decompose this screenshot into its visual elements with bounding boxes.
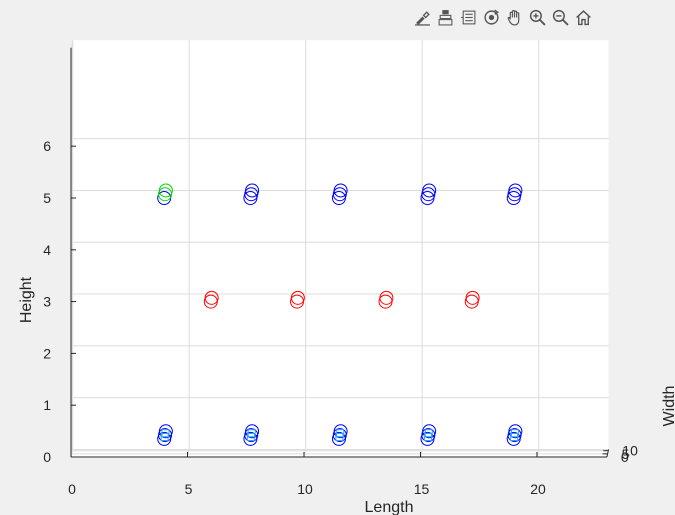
x-tick-label: 5 (185, 481, 193, 497)
y-axis-line (606, 449, 610, 458)
floor-plane (71, 449, 609, 457)
y-axis-label: Width (661, 386, 675, 427)
data-point-circle (245, 183, 260, 198)
brush-icon (415, 10, 430, 26)
y-tick-label: 0 (621, 449, 629, 465)
back-wall (72, 40, 609, 450)
y-tick-label: 10 (622, 443, 638, 459)
z-tick-label: 6 (43, 138, 51, 154)
z-tick-label: 5 (43, 190, 51, 206)
z-axis-label: Height (18, 276, 35, 323)
rotate-3d-button[interactable] (481, 7, 502, 28)
y-tick-label: 5 (622, 446, 630, 462)
x-grid-line (187, 40, 190, 458)
x-tick-label: 15 (414, 481, 430, 497)
data-point-circle (245, 424, 260, 439)
data-point-square (161, 429, 170, 438)
y-grid-line (71, 41, 609, 452)
data-point-circle (158, 424, 173, 439)
y-grid-line (71, 44, 608, 455)
brush-button[interactable] (412, 7, 433, 28)
data-point-circle (422, 424, 437, 439)
axes-background (71, 40, 609, 457)
data-point-circle (465, 290, 480, 305)
zoom-in-icon (529, 9, 546, 26)
data-point-circle (158, 183, 173, 198)
z-tick-label: 4 (43, 242, 51, 258)
x-axis-label: Length (365, 499, 414, 515)
home-icon (576, 9, 591, 25)
x-grid-line (303, 40, 307, 458)
z-tick-label: 3 (43, 294, 51, 310)
pan-hand-icon (507, 9, 520, 26)
home-button[interactable] (573, 7, 594, 28)
data-tips-icon (438, 9, 453, 25)
x-grid-line (420, 40, 423, 458)
z-tick-label: 2 (43, 345, 51, 361)
data-point-circle (422, 183, 437, 198)
axes-lines (70, 47, 610, 458)
data-point-circle (508, 424, 523, 439)
zoom-in-button[interactable] (527, 7, 548, 28)
data-tips-button[interactable] (435, 7, 456, 28)
data-point-square (510, 429, 519, 438)
data-point-circle (508, 183, 523, 198)
data-point-square (424, 429, 433, 438)
data-point-square (247, 429, 256, 438)
data-points (157, 183, 523, 446)
x-tick-label: 10 (297, 481, 313, 497)
data-point-circle (204, 290, 219, 305)
legend-icon (461, 10, 476, 24)
figure-toolbar (412, 6, 594, 28)
data-point-circle (290, 290, 305, 305)
data-point-circle (333, 424, 348, 439)
x-tick-label: 0 (68, 481, 76, 497)
data-point-square (336, 429, 345, 438)
x-tick-label: 20 (530, 481, 546, 497)
pan-button[interactable] (504, 7, 525, 28)
z-tick-label: 0 (43, 449, 51, 465)
zoom-out-button[interactable] (550, 7, 571, 28)
grid-lines (70, 40, 609, 458)
data-point-circle (333, 183, 348, 198)
rotate-3d-icon (484, 9, 500, 25)
data-point-circle (379, 290, 394, 305)
x-grid-line (536, 40, 540, 458)
zoom-out-icon (552, 9, 569, 26)
z-tick-label: 1 (43, 397, 51, 413)
legend-button[interactable] (458, 7, 479, 28)
